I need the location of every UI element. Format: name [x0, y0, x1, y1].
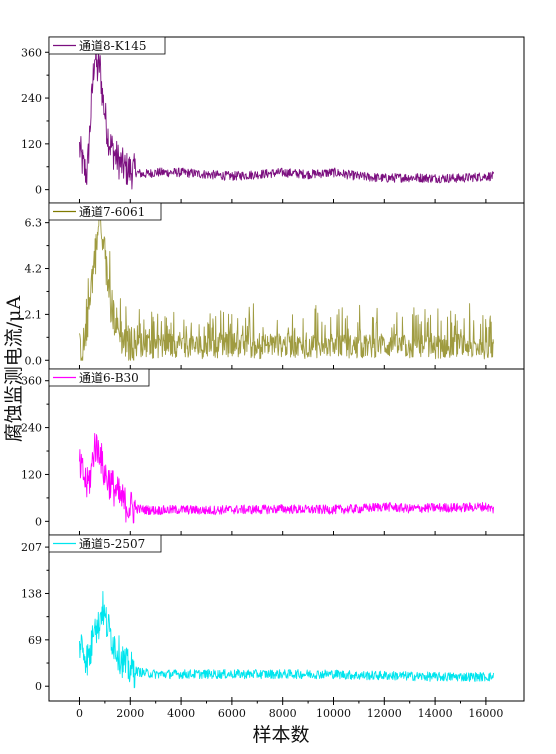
panel-1-y-tick-labels: 0 120 240 360: [21, 46, 42, 196]
panel-1-y-tick-label: 0: [35, 184, 42, 197]
panel-1-series-line: [79, 44, 494, 190]
panel-4-frame: [48, 534, 525, 702]
x-axis-tick-label: 0: [76, 707, 83, 720]
x-axis-tick-label: 16000: [468, 707, 503, 720]
panel-4-legend-box: [48, 534, 162, 553]
panel-3: 0 120 240 360 通道6-B30: [21, 368, 525, 536]
panel-3-legend-label: 通道6-B30: [79, 371, 139, 385]
panel-4-y-tick-label: 69: [28, 634, 42, 647]
panel-2-y-tick-label: 2.1: [25, 308, 43, 321]
panel-2-ticks: [45, 222, 487, 369]
x-axis-tick-label: 8000: [269, 707, 297, 720]
panel-2-y-tick-labels: 0.0 2.1 4.2 6.3: [25, 217, 43, 368]
panel-2-y-tick-label: 4.2: [25, 263, 43, 276]
panel-3-y-tick-label: 0: [35, 515, 42, 528]
x-axis-tick-label: 6000: [218, 707, 246, 720]
panel-4-legend-label: 通道5-2507: [79, 537, 145, 551]
x-axis-tick-label: 2000: [116, 707, 144, 720]
panel-3-y-tick-label: 240: [21, 422, 42, 435]
x-axis-tick-labels: 0 2000 4000 6000 8000 10000 12000 14000 16000: [76, 707, 503, 720]
panel-4-series-line: [79, 591, 494, 689]
panel-1-legend-box: [48, 36, 166, 55]
x-axis-ticks: [78, 701, 487, 705]
x-axis-tick-label: 10000: [316, 707, 351, 720]
panel-4-y-tick-label: 138: [21, 587, 42, 600]
panel-3-ticks: [45, 380, 487, 535]
panel-4-y-tick-label: 207: [21, 541, 42, 554]
panel-2-series-line: [79, 204, 494, 361]
panel-1-y-tick-label: 120: [21, 138, 42, 151]
panel-4-ticks: [45, 546, 487, 701]
panel-2-legend-box: [48, 202, 162, 221]
panel-4-y-tick-label: 0: [35, 680, 42, 693]
x-axis-tick-label: 12000: [367, 707, 402, 720]
x-axis-title: 样本数: [252, 724, 309, 746]
x-axis-tick-label: 4000: [167, 707, 195, 720]
panel-3-legend-box: [48, 368, 150, 387]
panel-4-y-tick-labels: 0 69 138 207: [21, 541, 42, 693]
panel-1-ticks: [45, 51, 487, 203]
panel-2-y-tick-label: 0.0: [25, 354, 43, 367]
panel-1-legend-label: 通道8-K145: [79, 39, 147, 53]
panel-3-y-tick-label: 120: [21, 468, 42, 481]
panel-1: 0 120 240 360 通道8-K145: [21, 36, 525, 204]
panel-3-series-line: [79, 433, 494, 524]
panel-3-y-tick-labels: 0 120 240 360: [21, 375, 42, 529]
panel-2-y-tick-label: 6.3: [25, 217, 43, 230]
x-axis-tick-label: 14000: [418, 707, 453, 720]
panel-2: 0.0 2.1 4.2 6.3 通道7-6061: [25, 202, 525, 370]
panel-4: 0 69 138 207 通道5-2507: [21, 534, 525, 702]
panel-3-y-tick-label: 360: [21, 375, 42, 388]
panel-2-legend-label: 通道7-6061: [79, 205, 145, 219]
panel-1-y-tick-label: 360: [21, 46, 42, 59]
panel-1-y-tick-label: 240: [21, 92, 42, 105]
y-axis-title: 腐蚀监测电流/μA: [3, 295, 25, 442]
